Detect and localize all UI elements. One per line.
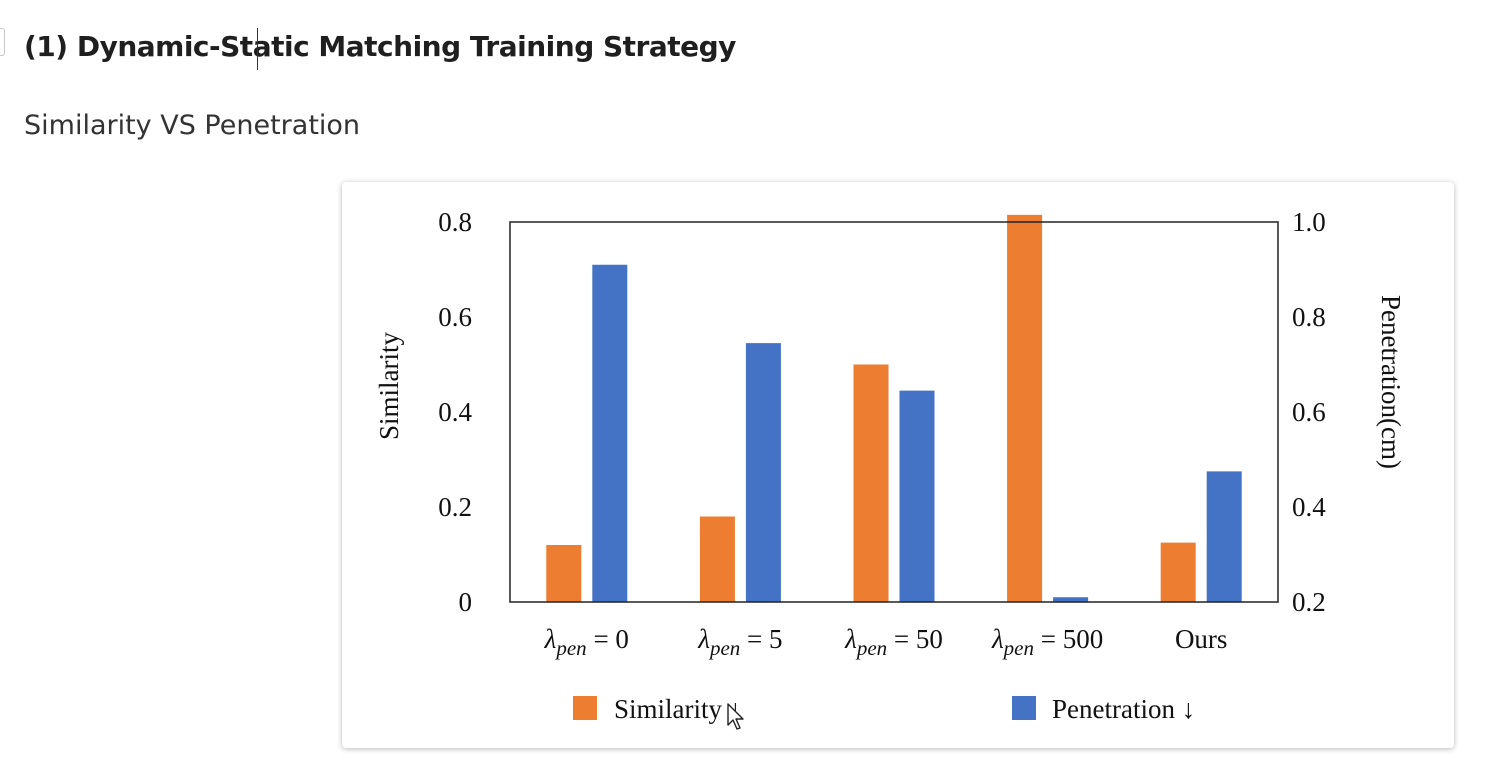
sub-heading: Similarity VS Penetration — [24, 110, 361, 141]
category-label-3: λpen = 500 — [991, 624, 1103, 660]
section-heading: (1) Dynamic-Static Matching Training Str… — [24, 30, 736, 63]
right-tick-label: 1.0 — [1292, 207, 1326, 237]
legend-label-similarity: Similarity ↓ — [614, 694, 742, 724]
bar-similarity-3 — [1007, 214, 1043, 602]
mouse-pointer-icon — [727, 703, 744, 730]
category-label-2: λpen = 50 — [844, 624, 943, 660]
legend-label-penetration: Penetration ↓ — [1052, 694, 1195, 724]
bar-penetration-1 — [745, 343, 781, 602]
category-label-0: λpen = 0 — [544, 624, 629, 660]
bar-similarity-2 — [853, 364, 889, 602]
left-tick-label: 0.2 — [438, 492, 472, 522]
right-tick-label: 0.2 — [1292, 587, 1326, 617]
chart-svg: 0 0.2 0.4 0.6 0.8 0.2 0.4 0.6 0.8 1.0 Similarity Pe… — [374, 207, 1406, 724]
left-axis-title: Similarity — [374, 332, 404, 441]
right-tick-label: 0.4 — [1292, 492, 1326, 522]
bar-penetration-2 — [899, 390, 935, 602]
legend-swatch-similarity — [573, 696, 597, 720]
plot-frame — [509, 221, 1279, 603]
bar-penetration-3 — [1053, 597, 1089, 602]
bar-similarity-0 — [546, 545, 582, 602]
left-tick-label: 0.6 — [438, 302, 472, 332]
left-tick-label: 0 — [459, 587, 473, 617]
bar-penetration-0 — [592, 264, 628, 602]
bar-similarity-4 — [1160, 542, 1196, 602]
category-label-4: Ours — [1175, 624, 1228, 654]
legend-swatch-penetration — [1012, 696, 1036, 720]
bar-penetration-4 — [1206, 471, 1242, 602]
category-label-1: λpen = 5 — [697, 624, 782, 660]
chart-figure[interactable]: 0 0.2 0.4 0.6 0.8 0.2 0.4 0.6 0.8 1.0 Similarity Pe… — [342, 182, 1454, 748]
right-tick-label: 0.6 — [1292, 397, 1326, 427]
bar-similarity-1 — [699, 516, 735, 602]
right-axis-title: Penetration(cm) — [1376, 295, 1406, 469]
left-tick-label: 0.8 — [438, 207, 472, 237]
left-tick-label: 0.4 — [438, 397, 472, 427]
right-tick-label: 0.8 — [1292, 302, 1326, 332]
left-edge-marker — [0, 28, 5, 56]
text-caret — [257, 28, 258, 70]
